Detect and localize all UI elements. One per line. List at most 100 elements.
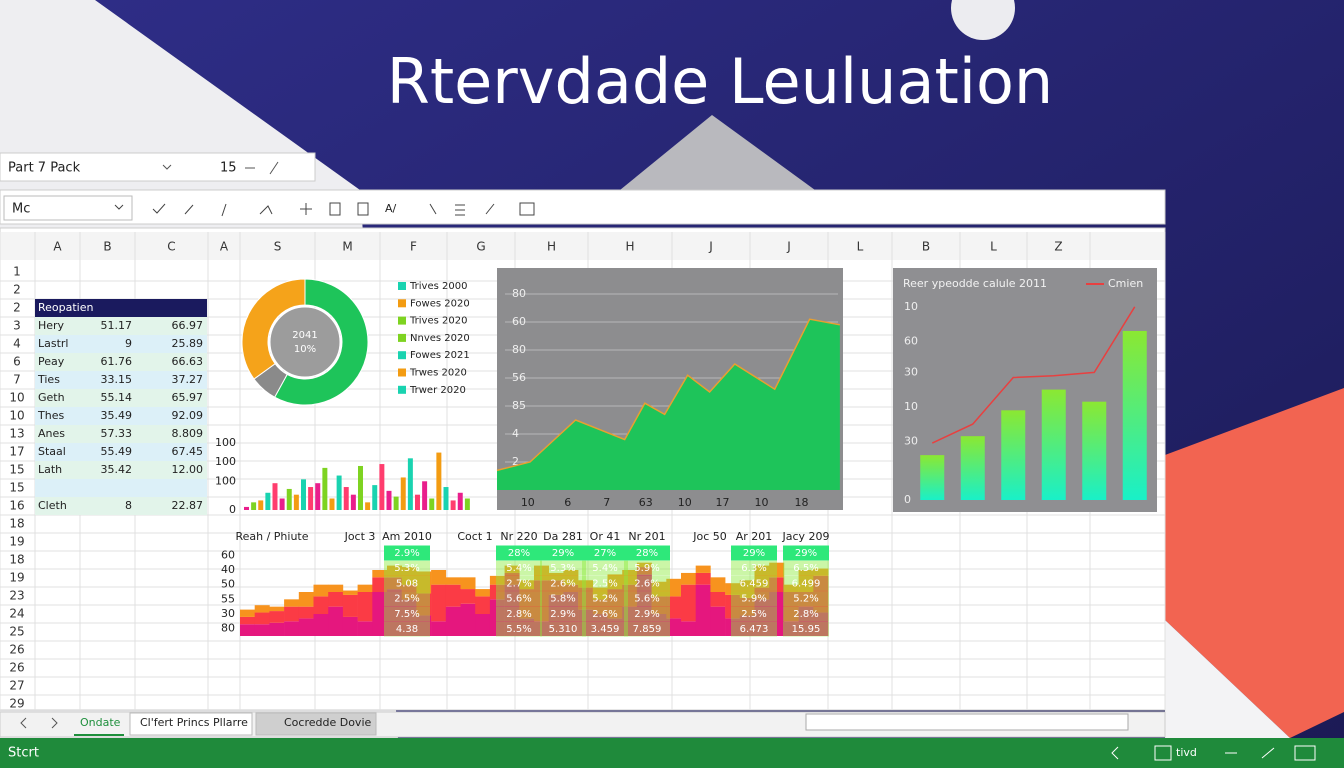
bar-segment: [328, 606, 344, 636]
formula-button[interactable]: A/: [385, 202, 397, 215]
value-cell: [384, 591, 430, 607]
table-cell: 35.49: [101, 409, 133, 422]
bar: [464, 498, 470, 510]
pie-center-label: 10%: [294, 344, 316, 355]
table-cell: Geth: [38, 391, 65, 404]
bar-segment: [269, 611, 285, 623]
status-icon[interactable]: [1111, 745, 1316, 761]
column-header: G: [476, 240, 485, 254]
bar: [365, 502, 371, 510]
table-row-fill: [35, 443, 207, 461]
column-header: H: [625, 240, 634, 254]
area: [497, 319, 840, 490]
value-label: 29%: [552, 548, 574, 559]
bar-segment: [651, 614, 667, 636]
bar: [1082, 401, 1107, 500]
y-tick-label: 100: [215, 436, 236, 449]
bar-segment: [607, 574, 623, 590]
x-tick-label: 17: [716, 496, 730, 509]
legend-label: Trives 2020: [409, 316, 467, 327]
table-row-fill: [35, 389, 207, 407]
table-cell: 8.809: [172, 427, 204, 440]
y-tick-label: 85: [512, 399, 526, 412]
chart-title: Reer ypeodde calule 2011: [903, 277, 1047, 290]
value-cell: [783, 560, 829, 576]
value-cell: [783, 575, 829, 591]
row-header: 3: [13, 319, 21, 333]
bar-segment: [372, 570, 388, 578]
value-cell: [582, 560, 628, 576]
bar-segment: [298, 592, 314, 607]
row-header: 17: [9, 445, 24, 459]
y-tick-label: 80: [512, 287, 526, 300]
bar-segment: [387, 589, 402, 636]
y-tick-label: 10: [904, 400, 918, 413]
row-header: 29: [9, 697, 24, 711]
y-tick-label: 30: [221, 607, 235, 620]
bar: [393, 496, 399, 510]
row-header: 10: [9, 409, 24, 423]
y-tick-label: 2: [512, 455, 519, 468]
font-name[interactable]: Part 7 Pack: [8, 161, 81, 176]
x-tick-label: 10: [521, 496, 535, 509]
legend-label: Nnves 2020: [410, 333, 470, 344]
value-cell: [496, 591, 542, 607]
font-size[interactable]: 15: [220, 161, 237, 176]
bar-segment: [342, 594, 358, 617]
bar-segment: [519, 589, 535, 619]
bar-segment: [725, 618, 741, 636]
bar-segment: [416, 571, 432, 594]
table-row-fill: [35, 335, 207, 353]
value-label: 2.9%: [634, 609, 659, 620]
column-label: Da 281: [543, 530, 583, 543]
sheet-tab[interactable]: Cl'fert Princs Pllarre: [140, 716, 248, 729]
sheet-tab[interactable]: Ondate: [80, 716, 121, 729]
name-box[interactable]: [3, 195, 133, 221]
bar: [372, 485, 378, 510]
row-header: 25: [9, 625, 24, 639]
toolbar-icon[interactable]: [114, 202, 535, 217]
bar-segment: [666, 596, 682, 619]
value-cell: [582, 606, 628, 622]
area-edge: [496, 318, 840, 472]
scrollbar[interactable]: [805, 713, 1129, 731]
bar-segment: [607, 618, 623, 636]
row-header: 18: [9, 553, 24, 567]
y-tick-label: 56: [512, 371, 526, 384]
bar-segment: [754, 587, 770, 600]
bar-segment: [548, 572, 564, 581]
row-header: 23: [9, 589, 24, 603]
table-cell: 61.76: [101, 355, 133, 368]
value-label: 5.8%: [550, 594, 575, 605]
bar-segment: [622, 570, 638, 585]
bar-segment: [298, 618, 314, 636]
column-label: Jacy 209: [781, 530, 829, 543]
bar-segment: [534, 621, 549, 636]
tab-scroll[interactable]: [20, 717, 58, 729]
column-label: Joc 50: [692, 530, 727, 543]
row-header: 16: [9, 499, 24, 513]
y-tick-label: 60: [904, 334, 918, 347]
sheet-tab[interactable]: Cocredde Dovie: [284, 716, 372, 729]
bar-segment: [254, 624, 270, 636]
bar-segment: [475, 596, 491, 614]
value-label: 29%: [795, 548, 817, 559]
bar-segment: [313, 584, 329, 597]
table-cell: Lath: [38, 463, 62, 476]
bar-segment: [401, 599, 417, 636]
bar-segment: [269, 606, 285, 612]
bar: [308, 487, 314, 510]
value-cell: [731, 575, 777, 591]
bar: [457, 492, 463, 510]
table-cell: Cleth: [38, 499, 67, 512]
bar-segment: [754, 565, 770, 588]
pie-slice: [273, 278, 369, 406]
tab-frame: [255, 712, 377, 736]
column-header: Z: [1054, 240, 1062, 254]
value-cell: [582, 545, 628, 561]
bar-segment: [519, 618, 535, 636]
value-cell: [496, 621, 542, 637]
bar-segment: [342, 590, 358, 595]
bar-segment: [254, 605, 270, 613]
value-label: 2.9%: [394, 548, 419, 559]
